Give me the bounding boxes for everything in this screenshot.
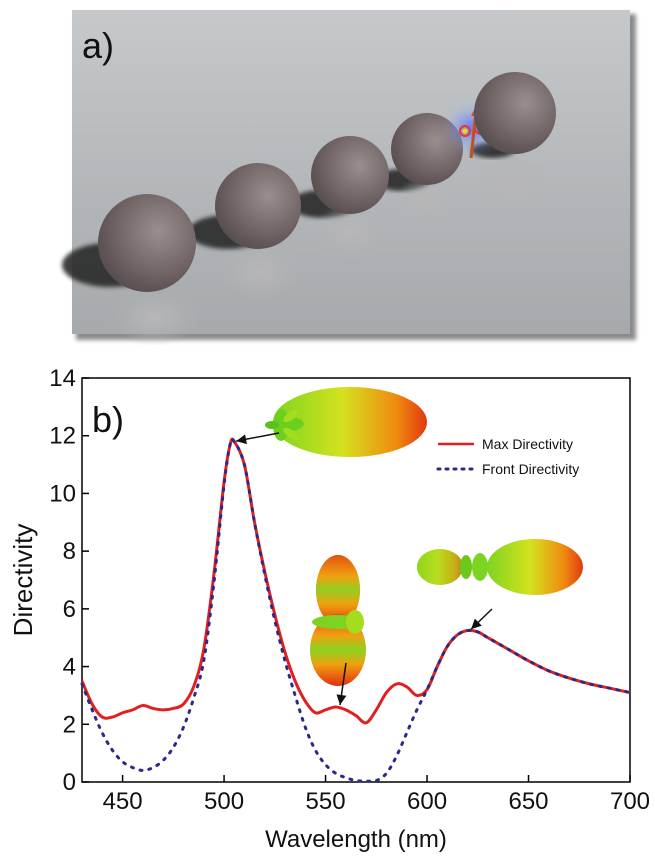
series-front-directivity <box>80 437 632 783</box>
nanosphere <box>311 136 389 214</box>
legend-label-max: Max Directivity <box>482 436 573 452</box>
radiation-pattern-505nm <box>265 387 427 457</box>
y-tick-label: 0 <box>63 769 76 796</box>
panel-label-b: b) <box>92 399 124 440</box>
panel-label-a: a) <box>82 25 114 66</box>
annotation-arrowhead <box>336 694 347 705</box>
nanosphere-chain <box>98 113 463 292</box>
nanosphere <box>98 194 196 292</box>
nanosphere <box>215 163 301 249</box>
x-tick-label: 600 <box>407 788 447 815</box>
sphere-reflections <box>109 154 548 346</box>
nanosphere <box>474 72 556 154</box>
legend-label-front: Front Directivity <box>482 461 579 477</box>
annotation-arrowhead <box>236 434 247 445</box>
annotation-arrows <box>236 432 493 706</box>
x-tick-label: 650 <box>508 788 548 815</box>
y-tick-label: 14 <box>49 365 76 392</box>
y-tick-label: 12 <box>49 423 76 450</box>
y-tick-label: 8 <box>63 538 76 565</box>
x-tick-label: 450 <box>103 788 143 815</box>
y-tick-label: 2 <box>63 711 76 738</box>
radiation-pattern-557nm <box>310 555 366 686</box>
y-axis: 0 2 4 6 8 10 12 14 <box>49 365 89 796</box>
radiation-pattern-620nm <box>417 539 583 595</box>
y-tick-label: 10 <box>49 480 76 507</box>
legend: Max Directivity Front Directivity <box>436 436 579 477</box>
y-axis-title: Directivity <box>8 524 38 637</box>
plot-frame <box>81 377 631 783</box>
x-tick-label: 500 <box>204 788 244 815</box>
x-tick-label: 550 <box>306 788 346 815</box>
directivity-chart: 450 500 550 600 650 700 0 2 4 6 8 10 12 14 <box>0 345 655 853</box>
annotation-arrowhead <box>471 618 482 630</box>
x-axis: 450 500 550 600 650 700 <box>103 775 650 815</box>
x-axis-title: Wavelength (nm) <box>265 826 447 852</box>
x-tick-label: 700 <box>610 788 650 815</box>
scene-render: a) <box>62 10 636 346</box>
chart-svg: 450 500 550 600 650 700 0 2 4 6 8 10 12 14 <box>8 365 650 853</box>
y-tick-label: 6 <box>63 596 76 623</box>
y-tick-label: 4 <box>63 654 76 681</box>
scene-panel: a) <box>0 0 655 346</box>
